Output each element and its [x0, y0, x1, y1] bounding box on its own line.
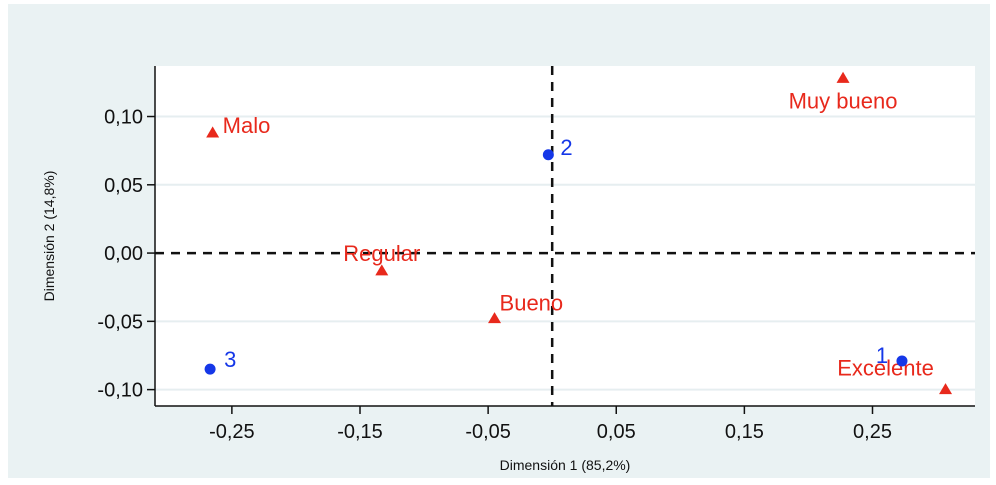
y-tick-label: -0,05 [97, 311, 143, 333]
point-label-excelente: Excelente [837, 356, 934, 381]
y-tick-label: 0,00 [104, 243, 143, 265]
point-label-2: 2 [560, 135, 572, 160]
point-marker-bueno [488, 312, 502, 324]
point-marker-muy-bueno [836, 71, 850, 83]
point-marker-2 [542, 149, 554, 161]
x-axis-title: Dimensión 1 (85,2%) [500, 457, 631, 473]
y-tick-label: 0,10 [104, 107, 143, 129]
x-tick-label: 0,15 [725, 421, 764, 443]
x-tick-label: 0,05 [597, 421, 636, 443]
axes: 0,10 0,05 0,00 -0,05 -0,10 -0,25 -0,15 -0,05 0,0… [97, 66, 975, 443]
reference-lines [155, 66, 975, 406]
point-marker-excelente [939, 383, 953, 395]
point-marker-malo [206, 126, 220, 138]
x-tick-label: -0,15 [337, 421, 383, 443]
point-label-3: 3 [224, 347, 236, 372]
x-tick-label: 0,25 [853, 421, 892, 443]
point-label-muy-bueno: Muy bueno [789, 88, 898, 113]
data-points: Malo Muy bueno Regular Bueno Excelente 2 3 1 [204, 71, 953, 395]
x-tick-label: -0,25 [209, 421, 255, 443]
plot-area [155, 66, 975, 406]
point-label-malo: Malo [223, 113, 271, 138]
point-marker-1 [896, 355, 908, 367]
y-axis-title: Dimensión 2 (14,8%) [41, 171, 57, 302]
point-marker-regular [375, 264, 389, 276]
y-tick-label: 0,05 [104, 175, 143, 197]
point-label-regular: Regular [343, 241, 420, 266]
gridlines [155, 115, 975, 391]
x-tick-label: -0,05 [465, 421, 511, 443]
y-tick-label: -0,10 [97, 380, 143, 402]
point-label-bueno: Bueno [500, 291, 564, 316]
point-label-1: 1 [876, 343, 888, 368]
point-marker-3 [204, 363, 216, 375]
